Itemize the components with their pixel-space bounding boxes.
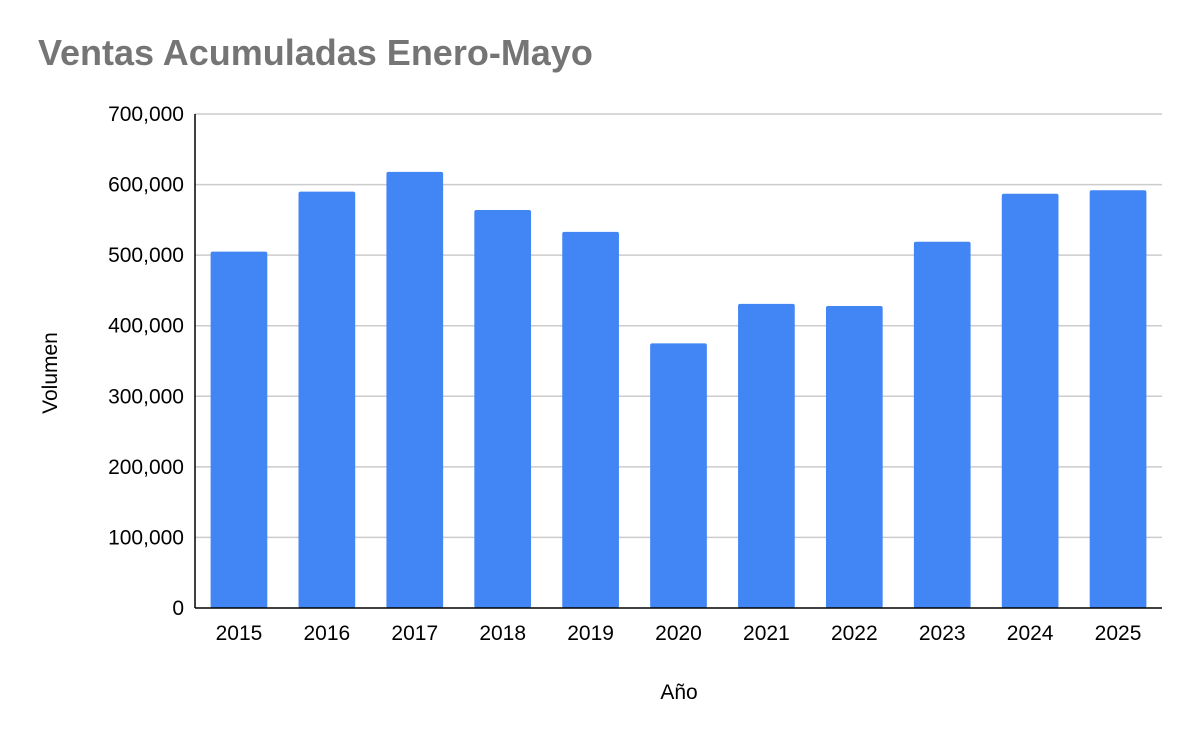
y-tick-label: 700,000 (108, 103, 184, 126)
bar-2023 (913, 241, 971, 608)
x-tick-labels: 2015 2016 2017 2018 2019 2020 2021 2022 2023 2024… (216, 622, 1142, 645)
x-tick-label: 2024 (1007, 622, 1054, 645)
x-tick-label: 2022 (831, 622, 878, 645)
x-tick-label: 2021 (743, 622, 790, 645)
chart-title: Ventas Acumuladas Enero-Mayo (38, 32, 593, 73)
x-tick-label: 2016 (304, 622, 351, 645)
y-tick-label: 500,000 (108, 244, 184, 267)
bar-2015 (210, 251, 268, 608)
bar-2017 (386, 171, 444, 608)
y-tick-label: 400,000 (108, 315, 184, 338)
y-tick-label: 300,000 (108, 385, 184, 408)
x-tick-label: 2020 (655, 622, 702, 645)
bars (210, 171, 1147, 608)
bar-2016 (298, 191, 356, 608)
bar-2021 (738, 303, 795, 608)
bar-2022 (825, 305, 883, 608)
x-tick-label: 2017 (391, 622, 438, 645)
bar-2018 (474, 209, 532, 608)
x-tick-label: 2019 (567, 622, 614, 645)
x-tick-label: 2018 (479, 622, 526, 645)
bar-2019 (562, 231, 619, 608)
y-axis-title: Volumen (39, 332, 62, 414)
y-tick-label: 200,000 (108, 456, 184, 479)
y-tick-label: 0 (172, 597, 184, 620)
x-tick-label: 2023 (919, 622, 966, 645)
y-tick-label: 600,000 (108, 174, 184, 197)
x-tick-label: 2015 (216, 622, 263, 645)
bar-2025 (1089, 190, 1147, 608)
bar-2024 (1001, 193, 1059, 608)
x-axis-title: Año (660, 681, 697, 704)
axes (194, 114, 1162, 609)
y-tick-label: 100,000 (108, 526, 184, 549)
y-tick-labels: 0 100,000 200,000 300,000 400,000 500,000 600,… (108, 103, 184, 620)
bar-2020 (650, 343, 707, 608)
x-tick-label: 2025 (1095, 622, 1142, 645)
